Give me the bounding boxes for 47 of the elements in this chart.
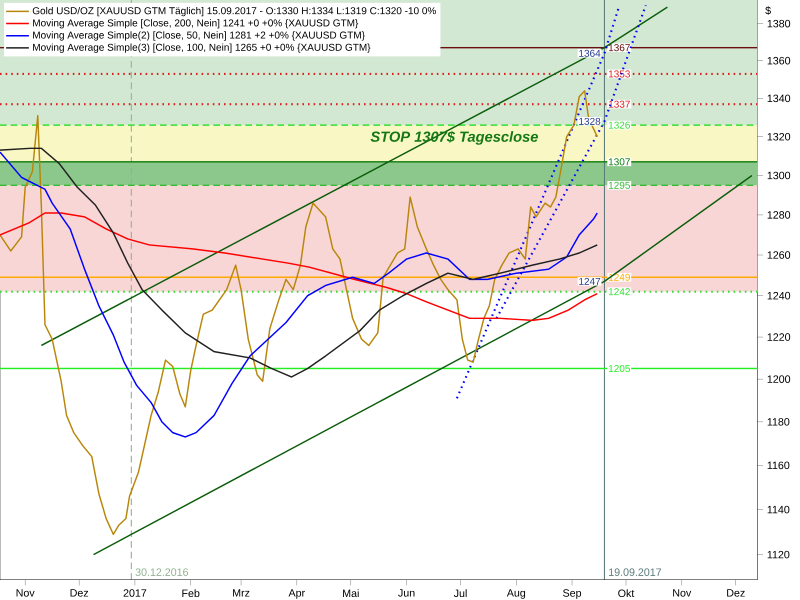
y-tick-label: 1260 xyxy=(768,251,790,259)
ref-line-label: 1326 xyxy=(608,122,630,129)
ref-line-label: 1367 xyxy=(608,44,630,52)
x-tick-label: Feb xyxy=(182,589,200,598)
y-tick-label: 1320 xyxy=(768,132,790,141)
ref-line-label: 1307 xyxy=(608,158,630,166)
annotation: 1328 xyxy=(579,118,600,125)
x-tick-label: Mrz xyxy=(233,589,250,597)
y-tick-label: 1300 xyxy=(768,172,790,180)
ref-line-label: 1249 xyxy=(608,274,630,281)
y-tick-label: 1280 xyxy=(768,211,790,219)
y-axis-title: $ xyxy=(765,6,771,15)
y-tick-label: 1160 xyxy=(768,462,790,470)
legend-label: Moving Average Simple(3) [Close, 100, Nein] 1265 +0 +0% {XAUUSD GTM} xyxy=(33,43,370,53)
ref-line-label: 1353 xyxy=(608,70,630,78)
x-tick-label: Nov xyxy=(16,589,35,597)
ref-line-label: 30.12.2016 xyxy=(136,568,188,576)
ref-line-label: 1242 xyxy=(608,288,630,296)
annotation: 1364 xyxy=(579,50,600,57)
legend-label: Moving Average Simple [Close, 200, Nein] 1241 +0 +0% {XAUUSD GTM} xyxy=(33,19,358,28)
legend-label: Gold USD/OZ [XAUUSD GTM Täglich] 15.09.2017 - O:1330 H:1334 L:1319 C:1320 -10 0% xyxy=(32,6,436,16)
x-tick-label: Aug xyxy=(506,589,526,599)
x-tick-label: Jul xyxy=(454,589,467,598)
x-tick-label: Okt xyxy=(618,589,634,598)
legend-label: Moving Average Simple(2) [Close, 50, Nein] 1281 +2 +0% {XAUUSD GTM} xyxy=(33,31,365,41)
ref-line-label: 19.09.2017 xyxy=(609,568,662,576)
ref-line-label: 1205 xyxy=(608,364,630,372)
x-tick-label: Jun xyxy=(398,589,414,597)
y-tick-label: 1340 xyxy=(768,94,790,102)
x-tick-label: Mai xyxy=(343,589,359,598)
annotation: 1247 xyxy=(579,278,600,285)
x-tick-label: Sep xyxy=(563,589,582,599)
ref-line-label: 1295 xyxy=(608,182,630,189)
y-tick-label: 1220 xyxy=(768,333,790,341)
y-tick-label: 1140 xyxy=(768,506,790,514)
x-tick-label: Apr xyxy=(288,589,305,599)
x-tick-label: Dez xyxy=(727,589,745,597)
x-tick-label: Nov xyxy=(673,589,692,597)
x-tick-label: Dez xyxy=(70,589,88,597)
y-tick-label: 1380 xyxy=(768,20,790,28)
x-tick-label: 2017 xyxy=(124,589,146,597)
y-tick-label: 1240 xyxy=(768,292,790,300)
y-tick-label: 1200 xyxy=(768,375,790,383)
ref-line-label: 1337 xyxy=(608,100,630,108)
y-tick-label: 1180 xyxy=(768,418,790,426)
y-tick-label: 1360 xyxy=(768,56,790,64)
y-tick-label: 1120 xyxy=(768,550,790,558)
